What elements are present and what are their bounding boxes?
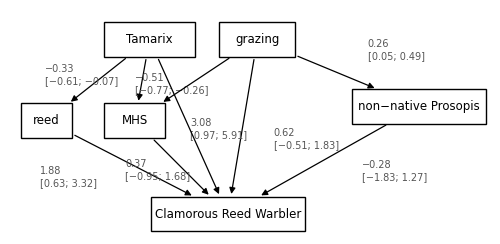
FancyBboxPatch shape (21, 103, 72, 138)
Text: non−native Prosopis: non−native Prosopis (358, 100, 480, 113)
Text: MHS: MHS (122, 114, 148, 127)
FancyBboxPatch shape (352, 89, 486, 124)
Text: 0.62
[−0.51; 1.83]: 0.62 [−0.51; 1.83] (274, 128, 338, 150)
FancyBboxPatch shape (104, 22, 195, 57)
Text: Clamorous Reed Warbler: Clamorous Reed Warbler (155, 208, 301, 221)
FancyBboxPatch shape (220, 22, 296, 57)
Text: −0.28
[−1.83; 1.27]: −0.28 [−1.83; 1.27] (362, 160, 427, 182)
Text: −0.51
[−0.77; −0.26]: −0.51 [−0.77; −0.26] (135, 72, 208, 95)
Text: 0.26
[0.05; 0.49]: 0.26 [0.05; 0.49] (368, 39, 424, 61)
Text: −0.33
[−0.61; −0.07]: −0.33 [−0.61; −0.07] (45, 64, 118, 87)
Text: Tamarix: Tamarix (126, 33, 173, 46)
FancyBboxPatch shape (151, 197, 305, 231)
Text: reed: reed (34, 114, 60, 127)
Text: grazing: grazing (235, 33, 280, 46)
Text: 1.88
[0.63; 3.32]: 1.88 [0.63; 3.32] (40, 166, 98, 188)
Text: 0.37
[−0.95; 1.68]: 0.37 [−0.95; 1.68] (125, 159, 190, 182)
Text: 3.08
[0.97; 5.91]: 3.08 [0.97; 5.91] (190, 118, 248, 140)
FancyBboxPatch shape (104, 103, 166, 138)
